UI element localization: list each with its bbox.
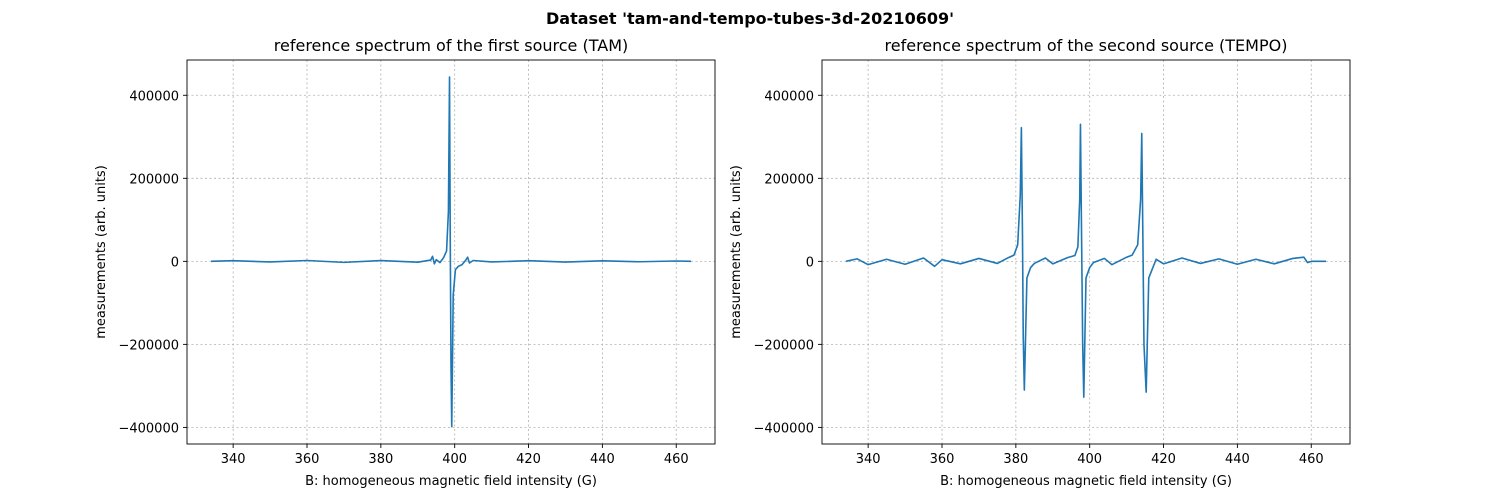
tam-y-tick-label: 400000 bbox=[129, 89, 179, 104]
tempo-axes-frame bbox=[821, 59, 1351, 445]
tempo-x-tick-label: 360 bbox=[930, 452, 955, 467]
tempo-ticks: 340 360 380 400 420 440 460 −400000 −200000 0 2000… bbox=[753, 89, 1323, 467]
tam-chart-panel: reference spectrum of the first source (… bbox=[94, 36, 716, 489]
tempo-y-tick-label: −400000 bbox=[753, 421, 814, 436]
tam-x-tick-label: 400 bbox=[442, 452, 467, 467]
tempo-x-tick-label: 420 bbox=[1151, 452, 1176, 467]
tam-y-axis-label: measurements (arb. units) bbox=[94, 165, 109, 339]
tempo-x-tick-label: 380 bbox=[1003, 452, 1028, 467]
tam-x-tick-label: 420 bbox=[516, 452, 541, 467]
tam-axes-frame bbox=[186, 59, 716, 445]
tempo-x-axis-label: B: homogeneous magnetic field intensity … bbox=[940, 474, 1232, 489]
tam-x-axis-label: B: homogeneous magnetic field intensity … bbox=[305, 474, 597, 489]
tempo-y-tick-label: 200000 bbox=[764, 172, 814, 187]
tam-gridlines bbox=[187, 60, 715, 444]
tempo-x-tick-label: 460 bbox=[1299, 452, 1324, 467]
tempo-spectrum-line bbox=[845, 123, 1326, 398]
tempo-chart-title: reference spectrum of the second source … bbox=[885, 36, 1288, 55]
tam-y-tick-label: −200000 bbox=[118, 338, 179, 353]
tempo-chart-panel: reference spectrum of the second source … bbox=[729, 36, 1351, 489]
tam-chart-title: reference spectrum of the first source (… bbox=[274, 36, 628, 55]
tam-x-tick-label: 360 bbox=[295, 452, 320, 467]
tempo-gridlines bbox=[822, 60, 1350, 444]
tempo-x-tick-label: 340 bbox=[856, 452, 881, 467]
tempo-y-tick-label: 400000 bbox=[764, 89, 814, 104]
tam-x-tick-label: 440 bbox=[590, 452, 615, 467]
tam-x-tick-label: 460 bbox=[664, 452, 689, 467]
tam-y-tick-label: 200000 bbox=[129, 172, 179, 187]
tam-x-tick-label: 340 bbox=[221, 452, 246, 467]
tempo-y-axis-label: measurements (arb. units) bbox=[729, 165, 744, 339]
tam-ticks: 340 360 380 400 420 440 460 −400000 −200000 0 2000… bbox=[118, 89, 688, 467]
tempo-x-tick-label: 440 bbox=[1225, 452, 1250, 467]
tempo-y-tick-label: 0 bbox=[806, 255, 814, 270]
tam-x-tick-label: 380 bbox=[368, 452, 393, 467]
tam-spectrum-line bbox=[210, 76, 692, 428]
tam-y-tick-label: −400000 bbox=[118, 421, 179, 436]
tam-y-tick-label: 0 bbox=[171, 255, 179, 270]
tempo-x-tick-label: 400 bbox=[1077, 452, 1102, 467]
figure-suptitle: Dataset 'tam-and-tempo-tubes-3d-20210609… bbox=[546, 9, 954, 28]
tempo-y-tick-label: −200000 bbox=[753, 338, 814, 353]
